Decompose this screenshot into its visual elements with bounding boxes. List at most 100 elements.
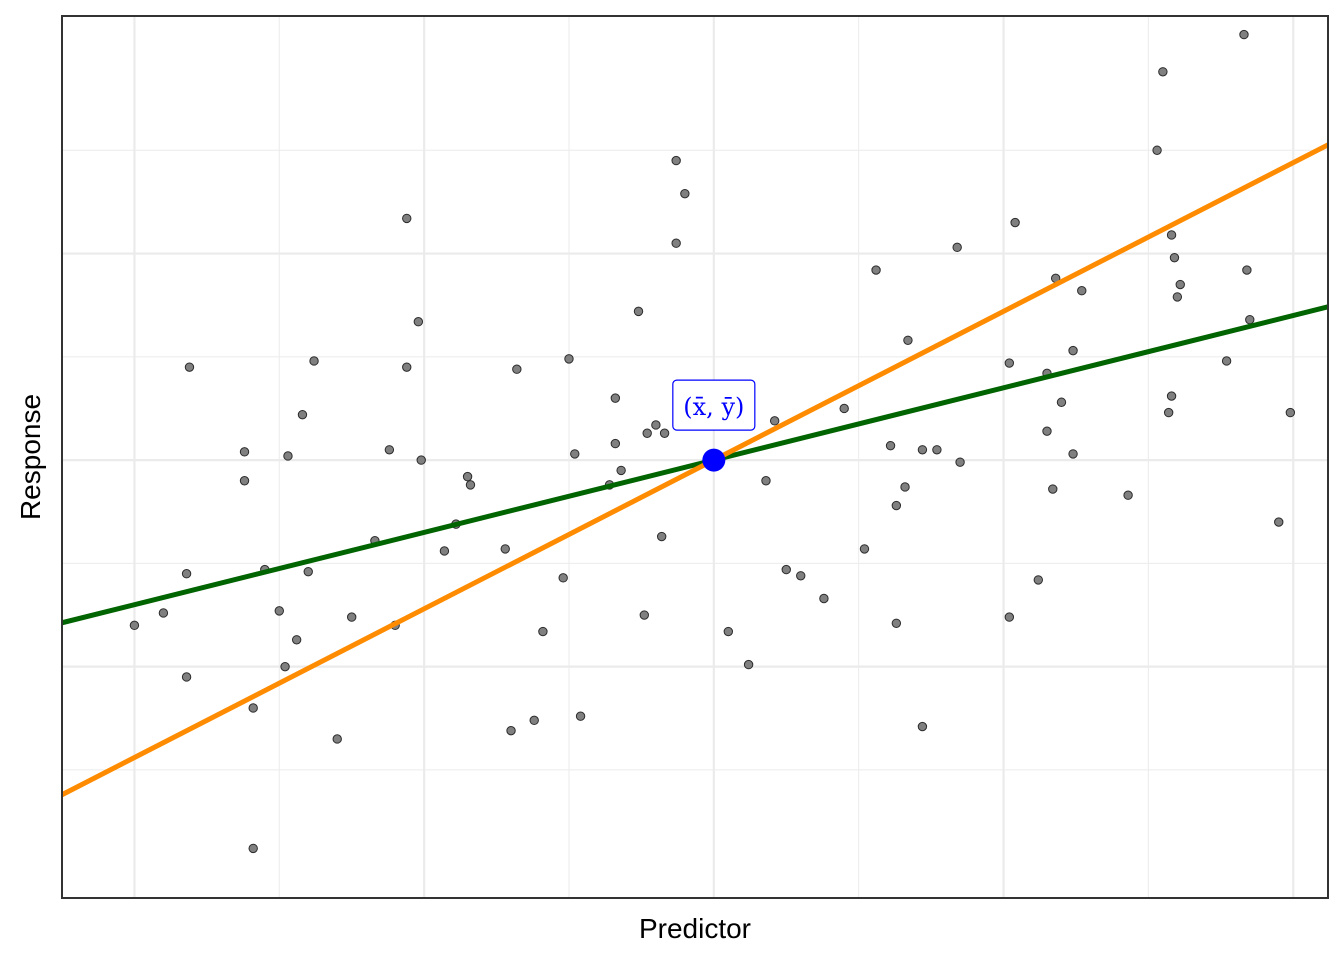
mean-label: (x̄, ȳ) — [683, 393, 744, 421]
data-point — [529, 715, 539, 726]
data-point — [642, 428, 652, 438]
data-point — [402, 362, 412, 372]
data-point — [181, 672, 192, 682]
data-point — [1068, 345, 1078, 356]
data-point — [952, 242, 962, 253]
regression-lines — [62, 142, 1328, 797]
data-point — [659, 428, 670, 438]
grid-lines — [62, 16, 1328, 898]
data-point — [248, 843, 258, 854]
data-point — [1166, 230, 1177, 240]
data-point — [796, 571, 806, 581]
data-point — [819, 593, 829, 604]
data-point — [1004, 358, 1015, 368]
data-point — [462, 471, 473, 482]
data-point — [1245, 314, 1255, 325]
data-point — [1033, 575, 1043, 585]
data-point — [402, 213, 412, 224]
data-point — [1077, 286, 1087, 296]
data-point — [917, 445, 928, 455]
data-point — [1172, 292, 1183, 302]
data-point — [743, 659, 754, 670]
data-point — [917, 721, 928, 732]
data-point — [723, 626, 734, 637]
data-point — [671, 238, 681, 248]
data-point — [1239, 29, 1249, 40]
data-point — [439, 546, 450, 556]
data-point — [184, 362, 195, 372]
data-point — [871, 265, 881, 275]
data-point — [781, 564, 791, 575]
data-point — [616, 465, 626, 476]
data-point — [297, 409, 308, 420]
data-point — [129, 620, 140, 631]
regression-line-2 — [62, 142, 1328, 797]
data-point — [158, 608, 169, 618]
data-point — [575, 711, 586, 721]
data-point — [283, 451, 293, 461]
data-point — [1158, 67, 1168, 77]
data-point — [1042, 426, 1052, 436]
data-point — [1163, 407, 1174, 418]
mean-point — [702, 448, 726, 472]
data-point — [1285, 407, 1296, 418]
data-point — [416, 455, 426, 465]
data-point — [280, 661, 290, 672]
data-point — [1274, 517, 1284, 527]
data-point — [384, 445, 395, 455]
data-point — [512, 364, 522, 374]
data-point — [900, 482, 910, 492]
data-point — [347, 612, 357, 622]
data-point — [1169, 252, 1180, 263]
data-point — [680, 188, 690, 199]
data-point — [610, 393, 621, 403]
data-point — [1221, 356, 1232, 366]
data-point — [465, 480, 476, 490]
data-point — [891, 500, 902, 511]
data-point — [639, 610, 650, 620]
data-point — [1068, 449, 1078, 459]
data-point — [769, 416, 780, 426]
plot-panel-border — [61, 15, 1329, 899]
data-point — [1048, 484, 1058, 494]
data-point — [903, 335, 913, 345]
data-point — [859, 544, 870, 554]
data-point — [885, 440, 896, 451]
data-point — [955, 457, 965, 467]
data-points — [129, 29, 1296, 854]
data-point — [303, 566, 313, 577]
data-point — [671, 155, 681, 166]
data-point — [651, 420, 661, 430]
data-point — [538, 626, 548, 637]
data-point — [839, 403, 849, 414]
data-point — [500, 544, 510, 554]
data-point — [413, 317, 424, 327]
mean-point-group: (x̄, ȳ) — [672, 379, 756, 472]
data-point — [558, 573, 568, 583]
data-point — [332, 734, 342, 744]
data-point — [570, 449, 580, 459]
data-point — [291, 635, 302, 645]
data-point — [1123, 490, 1133, 500]
data-point — [932, 445, 942, 455]
data-point — [239, 447, 250, 457]
x-axis-title: Predictor — [639, 913, 751, 944]
data-point — [761, 476, 771, 486]
data-point — [1010, 217, 1020, 228]
data-point — [633, 306, 644, 317]
y-axis-title: Response — [15, 394, 46, 520]
data-point — [1166, 391, 1177, 401]
data-point — [181, 569, 192, 579]
data-point — [1175, 279, 1185, 290]
data-point — [309, 356, 319, 366]
mean-label-box — [672, 379, 756, 431]
data-point — [891, 618, 902, 628]
regression-line-1 — [62, 304, 1328, 626]
data-point — [239, 476, 250, 486]
data-point — [656, 531, 667, 542]
data-point — [506, 725, 516, 736]
data-point — [1004, 612, 1015, 622]
data-point — [248, 703, 258, 713]
